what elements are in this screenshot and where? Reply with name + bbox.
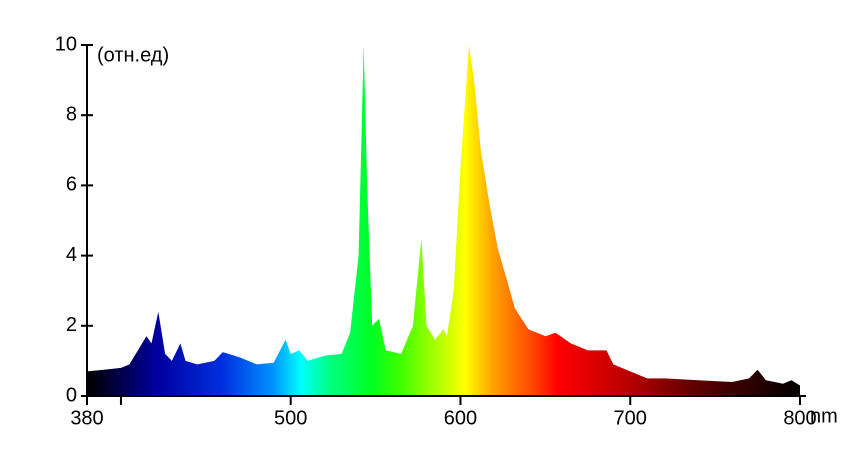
y-tick-label: 8: [66, 103, 77, 125]
y-tick-label: 0: [66, 384, 77, 406]
x-tick-label: 700: [614, 407, 647, 429]
x-axis-unit: nm: [810, 405, 838, 427]
y-tick-label: 2: [66, 314, 77, 336]
y-axis-label: (отн.ед): [97, 44, 169, 66]
x-tick-label: 380: [70, 407, 103, 429]
y-tick-label: 6: [66, 174, 77, 196]
spectrum-area: [87, 45, 800, 396]
y-tick-label: 10: [55, 33, 77, 55]
x-tick-label: 800: [783, 407, 816, 429]
x-tick-label: 600: [444, 407, 477, 429]
y-tick-label: 4: [66, 244, 77, 266]
x-tick-label: 500: [274, 407, 307, 429]
